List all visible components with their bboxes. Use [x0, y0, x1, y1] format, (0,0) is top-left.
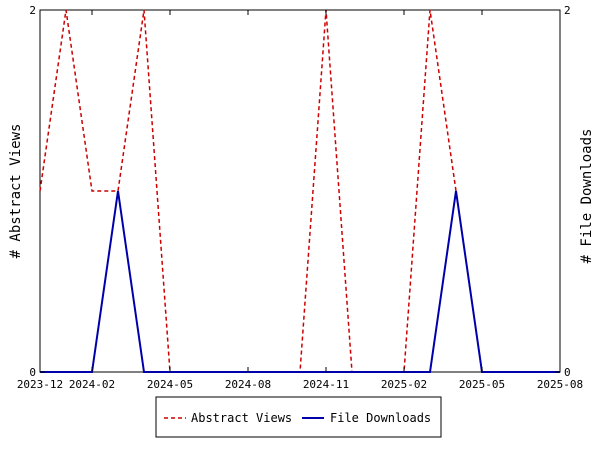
- y-right-axis-title: # File Downloads: [579, 129, 595, 264]
- y-right-tick-label: 2: [564, 4, 571, 17]
- y-left-tick-label: 0: [29, 366, 36, 379]
- legend: Abstract Views File Downloads: [155, 396, 442, 438]
- x-tick-label: 2025-02: [381, 378, 427, 391]
- x-axis-ticks: 2023-12 2024-02 2024-05 2024-08 2024-11 2025-…: [17, 10, 583, 391]
- series-line-file-downloads: [40, 190, 560, 373]
- legend-label-file-downloads: File Downloads: [330, 411, 431, 425]
- x-tick-label: 2024-05: [147, 378, 193, 391]
- legend-label-abstract-views: Abstract Views: [191, 411, 292, 425]
- y-left-tick-label: 2: [29, 4, 36, 17]
- x-tick-label: 2023-12: [17, 378, 63, 391]
- x-tick-label: 2025-08: [537, 378, 583, 391]
- series-layer: [39, 9, 560, 373]
- y-axis-ticks: 0 2 0 2: [29, 4, 570, 379]
- legend-box: [155, 396, 442, 438]
- x-tick-label: 2024-02: [69, 378, 115, 391]
- y-left-axis-title: # Abstract Views: [8, 124, 24, 259]
- x-tick-label: 2025-05: [459, 378, 505, 391]
- x-tick-label: 2024-11: [303, 378, 349, 391]
- y-right-tick-label: 0: [564, 366, 571, 379]
- x-tick-label: 2024-08: [225, 378, 271, 391]
